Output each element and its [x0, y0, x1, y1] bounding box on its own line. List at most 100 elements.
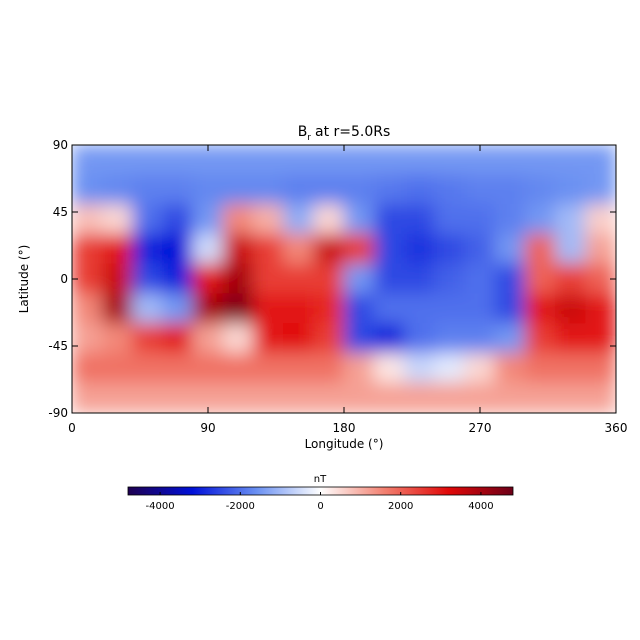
cell — [494, 352, 526, 384]
cell — [524, 204, 557, 235]
x-tick-label: 0 — [68, 421, 76, 435]
cell — [192, 174, 224, 206]
cell — [343, 293, 375, 325]
cell — [555, 145, 587, 176]
cell — [222, 233, 254, 265]
cell — [313, 263, 345, 295]
cell — [464, 263, 496, 295]
cell — [494, 233, 526, 265]
cell — [192, 233, 224, 265]
cell — [72, 382, 103, 413]
cell — [555, 204, 587, 235]
cell — [222, 323, 254, 354]
cell — [343, 145, 375, 176]
cell — [524, 145, 557, 176]
cell — [222, 145, 254, 176]
cell — [131, 352, 164, 384]
cell — [373, 233, 405, 265]
cell — [252, 174, 285, 206]
chart-title: Br at r=5.0Rs — [298, 124, 391, 143]
cell — [162, 233, 194, 265]
cell — [373, 382, 405, 413]
cell — [555, 263, 587, 295]
cell — [72, 204, 103, 235]
colorbar-tick-label: -4000 — [146, 501, 175, 512]
cell — [192, 323, 224, 354]
cell — [373, 352, 405, 384]
cell — [585, 323, 616, 354]
cell — [434, 174, 466, 206]
cell — [373, 204, 405, 235]
cell — [585, 145, 616, 176]
cell — [72, 233, 103, 265]
cell — [464, 293, 496, 325]
colorbar-tick-label: 0 — [317, 501, 323, 512]
cell — [252, 323, 285, 354]
cell — [283, 323, 315, 354]
cell — [252, 293, 285, 325]
cell — [373, 145, 405, 176]
cell — [585, 382, 616, 413]
x-tick-label: 270 — [469, 421, 492, 435]
cell — [343, 204, 375, 235]
cell — [403, 352, 436, 384]
cell — [162, 323, 194, 354]
cell — [252, 145, 285, 176]
cell — [585, 293, 616, 325]
cell — [585, 174, 616, 206]
cell — [101, 174, 133, 206]
cell — [131, 204, 164, 235]
cell — [162, 293, 194, 325]
y-tick-label: -45 — [48, 339, 68, 353]
cell — [555, 233, 587, 265]
cell — [252, 352, 285, 384]
field — [72, 145, 616, 413]
cell — [131, 233, 164, 265]
cell — [131, 293, 164, 325]
cell — [192, 352, 224, 384]
cell — [313, 352, 345, 384]
cell — [403, 145, 436, 176]
x-tick-label: 360 — [605, 421, 628, 435]
cell — [131, 263, 164, 295]
colorbar-tick-label: 4000 — [468, 501, 493, 512]
cell — [101, 352, 133, 384]
cell — [162, 263, 194, 295]
cell — [72, 174, 103, 206]
cell — [283, 263, 315, 295]
cell — [283, 293, 315, 325]
cell — [524, 174, 557, 206]
cell — [373, 263, 405, 295]
cell — [313, 145, 345, 176]
cell — [434, 263, 466, 295]
cell — [131, 145, 164, 176]
cell — [403, 204, 436, 235]
cell — [373, 174, 405, 206]
cell — [403, 174, 436, 206]
cell — [313, 204, 345, 235]
cell — [283, 233, 315, 265]
cell — [162, 352, 194, 384]
cell — [192, 204, 224, 235]
cell — [555, 323, 587, 354]
cell — [101, 263, 133, 295]
cell — [162, 174, 194, 206]
cell — [283, 204, 315, 235]
x-axis-label: Longitude (°) — [305, 437, 384, 451]
colorbar-tick-label: -2000 — [226, 501, 255, 512]
cell — [252, 382, 285, 413]
cell — [252, 233, 285, 265]
cell — [403, 293, 436, 325]
cell — [343, 233, 375, 265]
cell — [434, 293, 466, 325]
cell — [555, 293, 587, 325]
cell — [283, 382, 315, 413]
cell — [343, 174, 375, 206]
cell — [313, 233, 345, 265]
cell — [252, 204, 285, 235]
cell — [555, 352, 587, 384]
cell — [192, 293, 224, 325]
colorbar-tick-label: 2000 — [388, 501, 413, 512]
cell — [72, 145, 103, 176]
cell — [252, 263, 285, 295]
